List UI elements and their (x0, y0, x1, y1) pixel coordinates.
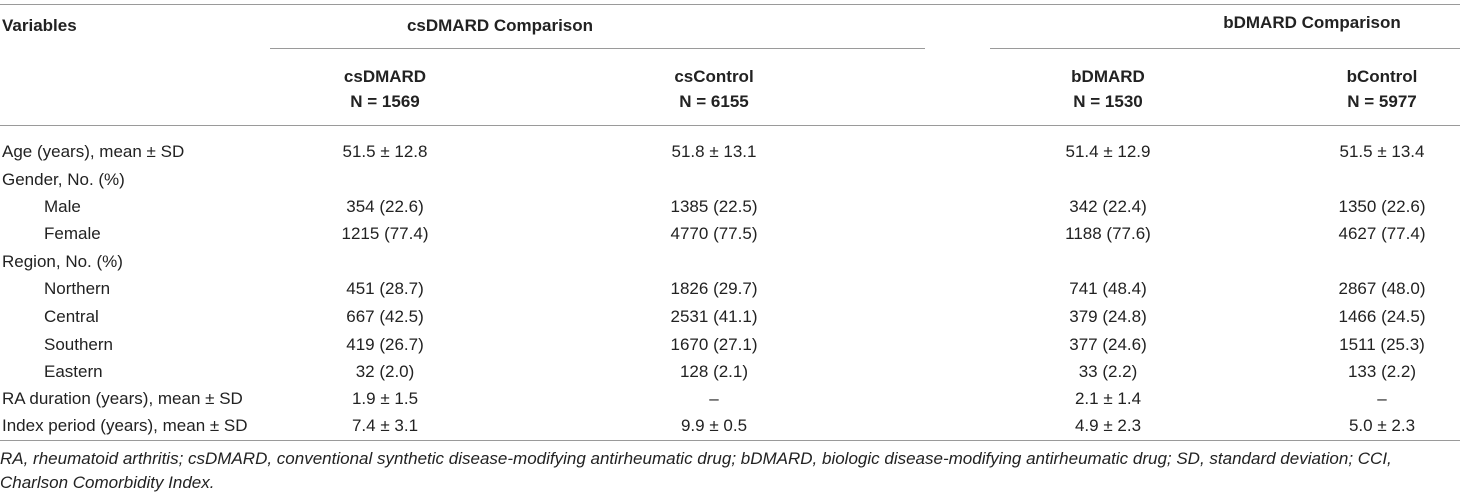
row-value: 9.9 ± 0.5 (680, 416, 748, 435)
row-value: 4770 (77.5) (670, 224, 758, 243)
row-value: 1350 (22.6) (1338, 197, 1426, 216)
b-group-rule (990, 48, 1460, 49)
row-value: 51.4 ± 12.9 (1065, 142, 1151, 161)
row-label: Central (44, 307, 99, 326)
row-value: 342 (22.4) (1069, 197, 1147, 216)
row-label: Northern (44, 279, 111, 298)
row-value: 4.9 ± 2.3 (1074, 416, 1142, 435)
cs-group-header: csDMARD Comparison (406, 16, 594, 35)
row-value: 379 (24.8) (1069, 307, 1147, 326)
row-value: 33 (2.2) (1078, 362, 1138, 381)
table-bottom-rule (0, 440, 1460, 441)
header-bottom-rule (0, 125, 1460, 126)
row-value: 4627 (77.4) (1338, 224, 1426, 243)
col-header-n: N = 1569 (350, 92, 420, 111)
row-value: 133 (2.2) (1347, 362, 1417, 381)
row-value: 354 (22.6) (346, 197, 424, 216)
variables-header: Variables (2, 16, 77, 35)
row-value: 1.9 ± 1.5 (351, 389, 419, 408)
table-footnote: RA, rheumatoid arthritis; csDMARD, conve… (0, 449, 1392, 492)
row-label: Age (years), mean ± SD (2, 142, 185, 161)
row-value: 377 (24.6) (1069, 335, 1147, 354)
row-value: 51.5 ± 12.8 (342, 142, 428, 161)
row-value: 32 (2.0) (355, 362, 415, 381)
col-header-n: N = 1530 (1073, 92, 1143, 111)
row-label: Southern (44, 335, 113, 354)
col-header-n: N = 6155 (679, 92, 749, 111)
row-value: 2.1 ± 1.4 (1074, 389, 1142, 408)
row-value: 1670 (27.1) (670, 335, 758, 354)
row-value: – (1377, 389, 1387, 408)
row-label: Region, No. (%) (2, 252, 123, 271)
row-value: 1215 (77.4) (341, 224, 429, 243)
row-value: 741 (48.4) (1069, 279, 1147, 298)
row-value: 1188 (77.6) (1065, 224, 1151, 243)
row-value: 51.8 ± 13.1 (671, 142, 757, 161)
col-header-n: N = 5977 (1347, 92, 1417, 111)
row-label: Eastern (44, 362, 103, 381)
row-value: 2867 (48.0) (1338, 279, 1426, 298)
col-header-name: bControl (1346, 67, 1418, 86)
row-label: Male (44, 197, 81, 216)
row-label: Index period (years), mean ± SD (2, 416, 248, 435)
row-label: Gender, No. (%) (2, 170, 125, 189)
row-value: 51.5 ± 13.4 (1339, 142, 1425, 161)
col-header-name: bDMARD (1071, 67, 1145, 86)
cs-group-rule (270, 48, 925, 49)
row-value: 451 (28.7) (346, 279, 424, 298)
row-value: 5.0 ± 2.3 (1348, 416, 1416, 435)
row-label: Female (44, 224, 101, 243)
row-value: 419 (26.7) (346, 335, 424, 354)
row-value: 1466 (24.5) (1338, 307, 1426, 326)
row-value: 1511 (25.3) (1339, 335, 1425, 354)
row-value: 1385 (22.5) (670, 197, 758, 216)
row-value: 2531 (41.1) (670, 307, 758, 326)
top-rule (0, 4, 1460, 5)
b-group-header: bDMARD Comparison (1223, 13, 1401, 32)
row-value: 667 (42.5) (346, 307, 424, 326)
row-value: – (709, 389, 719, 408)
col-header-name: csDMARD (343, 67, 427, 86)
row-value: 128 (2.1) (679, 362, 749, 381)
row-label: RA duration (years), mean ± SD (2, 389, 243, 408)
row-value: 1826 (29.7) (670, 279, 758, 298)
col-header-name: csControl (674, 67, 754, 86)
row-value: 7.4 ± 3.1 (351, 416, 419, 435)
